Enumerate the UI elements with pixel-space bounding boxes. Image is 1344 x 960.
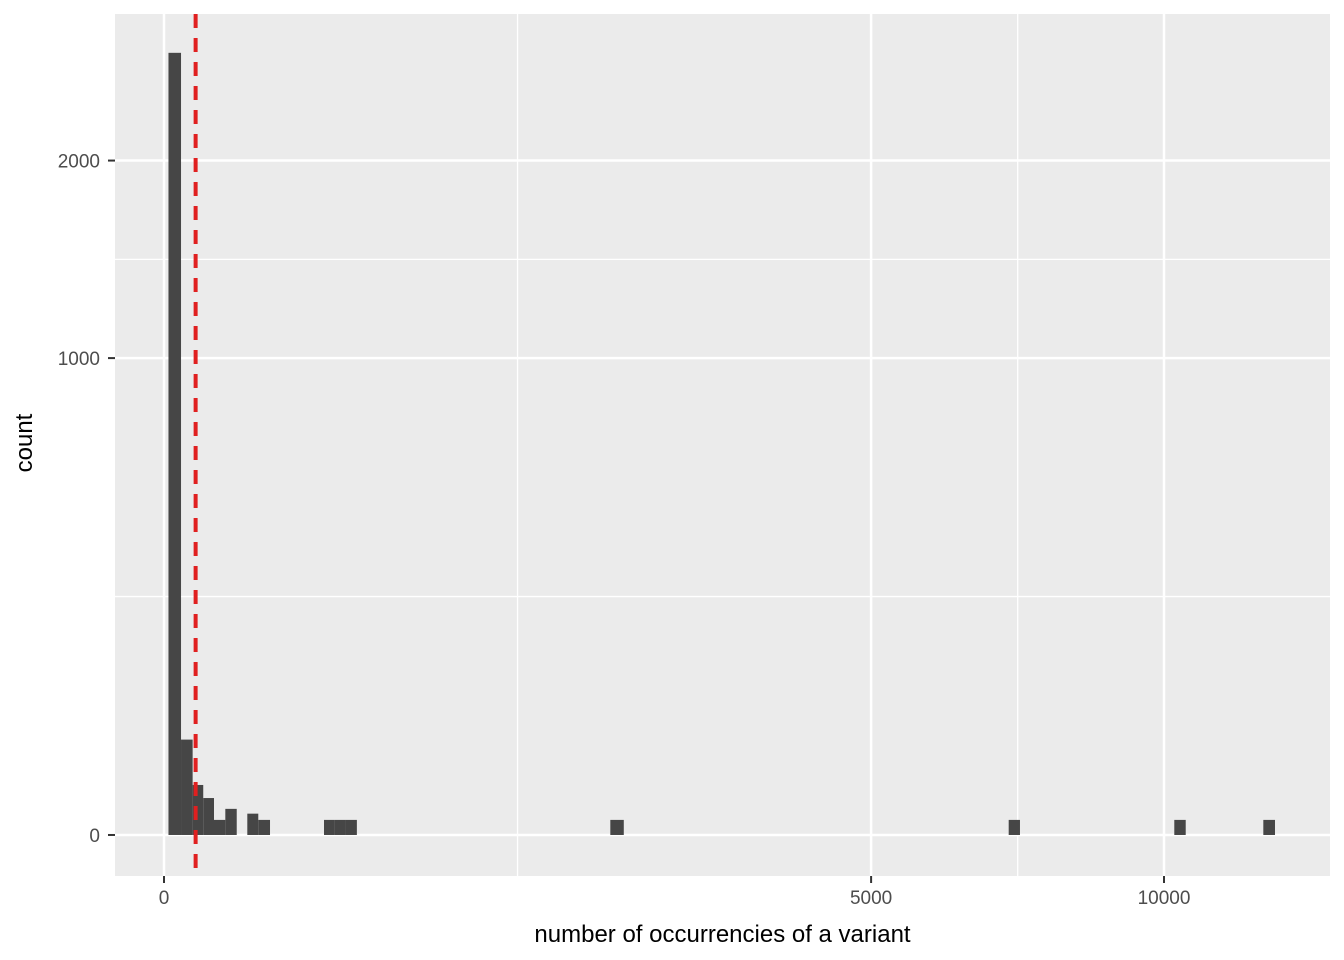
- histogram-bar: [324, 819, 335, 835]
- histogram-bar: [1174, 819, 1186, 835]
- y-tick-label: 2000: [58, 152, 100, 173]
- x-tick-label: 10000: [1138, 888, 1191, 909]
- histogram-bar: [258, 819, 271, 835]
- histogram-bar: [610, 819, 624, 835]
- x-axis-title: number of occurrencies of a variant: [534, 921, 911, 948]
- histogram-bar: [214, 819, 226, 835]
- x-tick-label: 0: [159, 888, 170, 909]
- histogram-bar: [334, 819, 346, 835]
- y-tick-label: 1000: [58, 349, 100, 370]
- x-tick-label: 5000: [850, 888, 892, 909]
- histogram-bar: [1008, 819, 1020, 835]
- plot-panel: [115, 14, 1330, 876]
- y-axis-title: count: [11, 413, 38, 473]
- histogram-bar: [225, 808, 237, 835]
- histogram-bar: [247, 813, 259, 835]
- histogram-bar: [192, 784, 204, 835]
- histogram-bar: [1263, 819, 1275, 835]
- y-tick-label: 0: [89, 826, 100, 847]
- histogram-bar: [168, 52, 182, 835]
- histogram-bar: [203, 798, 214, 835]
- histogram-bar: [181, 739, 193, 835]
- histogram-bar: [345, 819, 357, 835]
